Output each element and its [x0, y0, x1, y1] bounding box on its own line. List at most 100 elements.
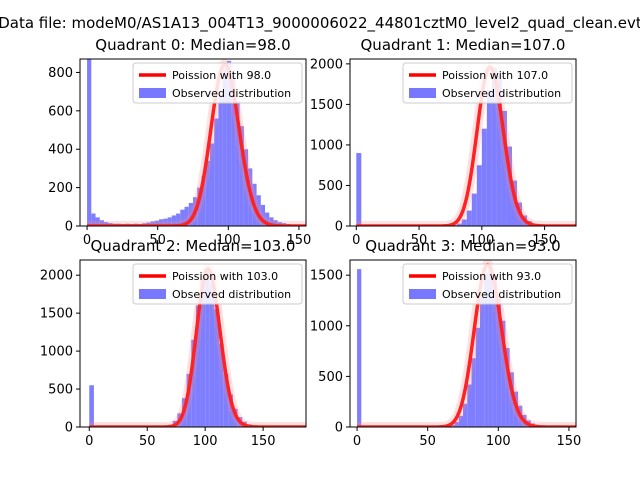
legend-bar-swatch	[409, 289, 436, 299]
axes-frame	[79, 58, 307, 227]
histogram-bar	[91, 213, 96, 226]
y-tick-label: 0	[65, 421, 73, 436]
figure-suptitle: Data file: modeM0/AS1A13_004T13_90000060…	[0, 14, 640, 33]
histogram-bar	[235, 101, 240, 226]
y-tick-label: 2000	[310, 57, 343, 72]
histogram-bar	[471, 193, 477, 226]
y-tick-label: 200	[48, 181, 73, 196]
legend-bar-label: Observed distribution	[172, 288, 291, 301]
y-tick-label: 1500	[310, 98, 343, 113]
histogram-bar	[476, 165, 482, 226]
histogram-bar	[214, 309, 220, 427]
plot-area	[87, 59, 306, 226]
legend-bar-label: Observed distribution	[442, 288, 561, 301]
histogram-bar	[171, 215, 177, 226]
x-tick-label: 100	[486, 434, 511, 449]
histogram-bar	[466, 210, 472, 226]
histogram-bar	[176, 213, 181, 226]
histogram-bar	[219, 343, 224, 427]
histogram-bar	[154, 220, 160, 226]
histogram-bar	[201, 176, 206, 226]
histogram-bar	[223, 373, 229, 427]
histogram-bar	[226, 60, 232, 226]
legend-line-label: Poission with 103.0	[172, 270, 278, 283]
legend: Poission with 103.0 Observed distribution	[132, 263, 303, 305]
poisson-curve-halo	[89, 263, 306, 427]
histogram-bar	[265, 212, 270, 226]
histogram-bar	[186, 373, 192, 427]
histogram-bar	[277, 222, 282, 226]
histogram-bar	[461, 219, 467, 226]
histogram-bar	[501, 320, 506, 427]
x-tick-label: 50	[419, 434, 436, 449]
histogram-bar	[243, 149, 249, 226]
plot-area	[89, 263, 306, 427]
histogram-bar	[496, 76, 502, 226]
x-tick-label: 100	[216, 233, 241, 248]
chart-panel-0: 0 50 100 150 0 200 400 600 800 Quadrant 0: Median…	[48, 36, 311, 248]
x-tick-label: 0	[352, 233, 360, 248]
histogram-bar	[239, 126, 244, 226]
histogram-bar	[488, 265, 493, 427]
histogram-bar	[501, 110, 507, 226]
histogram-bar	[357, 269, 362, 427]
x-tick-label: 100	[193, 434, 218, 449]
legend-bar-swatch	[139, 88, 166, 98]
histogram-bar	[505, 348, 510, 427]
histogram-bar	[484, 273, 489, 427]
x-tick-label: 0	[353, 434, 361, 449]
x-tick-label: 150	[287, 233, 312, 248]
histogram-bar	[209, 143, 215, 226]
histogram-bar	[197, 187, 202, 226]
histogram-bar	[256, 195, 261, 226]
legend: Poission with 98.0 Observed distribution	[132, 62, 303, 104]
histogram-bar	[222, 68, 227, 226]
histogram-bar	[491, 67, 497, 226]
panel-title: Quadrant 1: Median=107.0	[361, 36, 566, 54]
histogram-bar	[167, 217, 172, 226]
histogram-bar	[511, 180, 517, 226]
histogram-bar	[205, 160, 210, 226]
legend-bar-swatch	[409, 88, 436, 98]
histogram-bar	[184, 206, 189, 226]
y-tick-label: 1000	[310, 319, 343, 334]
histogram-bar	[150, 221, 155, 226]
histogram-bar	[471, 358, 476, 427]
x-tick-label: 150	[532, 233, 557, 248]
x-tick-label: 150	[557, 434, 582, 449]
axes-frame	[79, 259, 307, 428]
histogram-bar	[89, 385, 94, 427]
histogram-bar	[195, 305, 201, 427]
y-tick-label: 0	[335, 421, 343, 436]
legend: Poission with 93.0 Observed distribution	[402, 263, 573, 305]
panel-title: Quadrant 3: Median=93.0	[365, 237, 560, 255]
y-tick-label: 1000	[40, 345, 73, 360]
histogram-bar	[200, 278, 206, 427]
histogram-bar	[450, 424, 455, 427]
histogram-bar	[99, 220, 105, 226]
x-tick-label: 50	[139, 434, 156, 449]
histogram-bar	[273, 220, 278, 226]
legend-box	[402, 62, 573, 104]
legend-line-label: Poission with 107.0	[442, 69, 548, 82]
histogram-bar	[188, 202, 193, 226]
histogram-bar	[496, 295, 502, 427]
y-tick-label: 2000	[40, 269, 73, 284]
x-tick-label: 50	[149, 233, 166, 248]
histogram-bar	[95, 217, 100, 226]
histogram-bar	[231, 76, 236, 226]
histogram-bar	[228, 394, 233, 427]
histogram-bar	[479, 297, 485, 427]
histogram-bar	[209, 282, 215, 427]
histogram-bar	[509, 372, 514, 427]
histogram-bar	[180, 209, 185, 226]
histogram-bar	[486, 89, 492, 226]
poisson-curve-halo	[87, 59, 306, 226]
poisson-curve	[87, 62, 306, 226]
legend-line-label: Poission with 98.0	[172, 69, 271, 82]
y-tick-label: 400	[48, 143, 73, 158]
y-tick-label: 1000	[310, 138, 343, 153]
